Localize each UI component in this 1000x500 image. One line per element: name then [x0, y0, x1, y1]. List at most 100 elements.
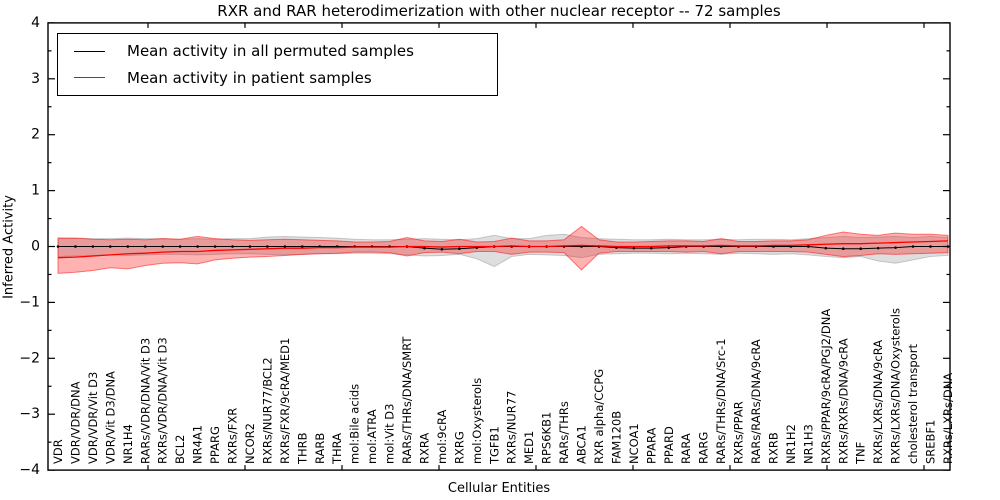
x-tick-label: RXRs/FXR/9cRA/MED1: [278, 338, 292, 464]
permuted-point-marker: [824, 246, 828, 250]
x-tick-label: VDR: [51, 439, 65, 464]
x-tick-label: NR1H2: [784, 424, 798, 464]
y-tick-label: −1: [19, 294, 40, 310]
permuted-point-marker: [876, 246, 880, 250]
permuted-point-marker: [929, 245, 932, 248]
permuted-point-marker: [56, 245, 60, 248]
permuted-point-marker: [440, 247, 444, 251]
x-tick-label: FAM120B: [609, 411, 623, 464]
permuted-point-marker: [667, 246, 671, 249]
x-tick-label: THRB: [295, 432, 309, 465]
permuted-point-marker: [126, 245, 130, 248]
x-tick-label: NCOA1: [627, 423, 641, 464]
permuted-point-marker: [807, 245, 810, 248]
y-tick-label: 2: [31, 127, 40, 143]
x-tick-label: RXRs/LXRs/DNA/9cRA: [871, 340, 885, 464]
legend-item-permuted: Mean activity in all permuted samples: [58, 42, 497, 60]
x-tick-label: RXRs/NUR77/BCL2: [260, 357, 274, 464]
y-tick-label: −3: [19, 406, 40, 422]
x-tick-label: NR1H4: [121, 424, 135, 464]
chart-title: RXR and RAR heterodimerization with othe…: [217, 2, 781, 20]
permuted-point-marker: [213, 245, 217, 248]
permuted-point-marker: [248, 245, 252, 248]
permuted-point-marker: [143, 245, 147, 248]
x-tick-label: PPARA: [644, 427, 658, 464]
x-tick-label: mol:Vit D3: [383, 404, 397, 464]
x-tick-label: BCL2: [173, 435, 187, 464]
permuted-point-marker: [109, 245, 112, 248]
permuted-point-marker: [266, 245, 269, 248]
x-tick-label: RXRs/RXRs/DNA/9cRA: [836, 338, 850, 464]
permuted-point-marker: [74, 245, 77, 248]
x-tick-label: RXRs/LXRs/DNA: [941, 373, 955, 464]
x-tick-label: NR4A1: [191, 425, 205, 464]
patient-mean-line: [57, 240, 948, 259]
x-tick-label: cholesterol transport: [906, 344, 920, 464]
x-tick-label: NR1H3: [801, 424, 815, 464]
x-tick-label: VDR/VDR/DNA: [68, 381, 82, 464]
x-tick-label: RARs/THRs/DNA/SMRT: [400, 336, 414, 464]
x-tick-label: RARG: [697, 432, 711, 464]
x-tick-label: RARB: [313, 433, 327, 464]
permuted-point-marker: [301, 245, 304, 248]
permuted-band: [57, 233, 949, 268]
x-tick-label: RARs/VDR/DNA/Vit D3: [138, 338, 152, 464]
y-axis-label: Inferred Activity: [1, 195, 17, 299]
permuted-point-marker: [859, 247, 862, 251]
x-tick-label: RARA: [679, 433, 693, 464]
x-tick-label: RARs/RARs/DNA/9cRA: [749, 339, 763, 464]
x-tick-label: RXRs/FXR: [226, 408, 240, 464]
y-tick-label: 0: [31, 239, 40, 255]
legend-label-patient: Mean activity in patient samples: [127, 68, 372, 87]
x-tick-label: RXRs/NUR77: [505, 391, 519, 464]
permuted-point-marker: [283, 245, 287, 248]
x-tick-label: RXRs/VDR/DNA/Vit D3: [156, 337, 170, 464]
permuted-point-marker: [841, 247, 845, 251]
x-tick-label: VDR/VDR/Vit D3: [86, 372, 100, 464]
legend: Mean activity in all permuted samples Me…: [57, 33, 498, 96]
permuted-point-marker: [458, 247, 461, 251]
permuted-point-marker: [178, 245, 182, 248]
y-tick-label: 4: [31, 15, 40, 31]
patient-line-sample: [74, 77, 105, 79]
x-tick-label: mol:9cRA: [435, 410, 449, 464]
x-tick-label: ABCA1: [575, 425, 589, 464]
y-tick-label: 3: [31, 71, 40, 87]
y-tick-label: −2: [19, 350, 40, 366]
x-tick-label: mol:ATRA: [365, 409, 379, 464]
legend-item-patient: Mean activity in patient samples: [58, 69, 497, 87]
legend-label-permuted: Mean activity in all permuted samples: [127, 42, 414, 61]
x-tick-label: NCOR2: [243, 423, 257, 464]
x-tick-label: MED1: [522, 431, 536, 464]
x-tick-label: RXRs/LXRs/DNA/Oxysterols: [889, 308, 903, 464]
x-tick-label: RPS6KB1: [540, 412, 554, 464]
permuted-point-marker: [196, 245, 199, 248]
x-tick-label: RARs/THRs/DNA/Src-1: [714, 338, 728, 464]
plot-frame: [47, 22, 951, 471]
permuted-point-marker: [894, 246, 897, 249]
x-axis-label: Cellular Entities: [447, 481, 551, 496]
x-tick-label: RXRs/PPAR/9cRA/PGJ2/DNA: [819, 309, 833, 464]
x-tick-label: TGFB1: [487, 426, 501, 465]
permuted-point-marker: [632, 246, 636, 250]
x-tick-label: THRA: [330, 433, 344, 465]
x-tick-label: TNF: [854, 442, 868, 465]
x-tick-label: PPARD: [662, 426, 676, 464]
permuted-line-sample: [74, 50, 105, 52]
x-tick-label: mol:Oxysterols: [470, 378, 484, 464]
permuted-point-marker: [231, 245, 234, 248]
x-tick-label: RXRs/PPAR: [732, 401, 746, 464]
x-tick-label: RARs/THRs: [557, 401, 571, 464]
permuted-point-marker: [650, 246, 653, 250]
x-tick-label: PPARG: [208, 426, 222, 464]
x-tick-label: VDR/Vit D3/DNA: [103, 371, 117, 464]
x-tick-label: RXRA: [417, 433, 431, 464]
permuted-point-marker: [911, 245, 915, 248]
x-tick-label: RXRB: [766, 432, 780, 464]
x-tick-label: SREBF1: [924, 420, 938, 464]
patient-band: [57, 225, 949, 274]
y-tick-label: −4: [19, 462, 40, 478]
x-tick-label: mol:Bile acids: [348, 384, 362, 464]
